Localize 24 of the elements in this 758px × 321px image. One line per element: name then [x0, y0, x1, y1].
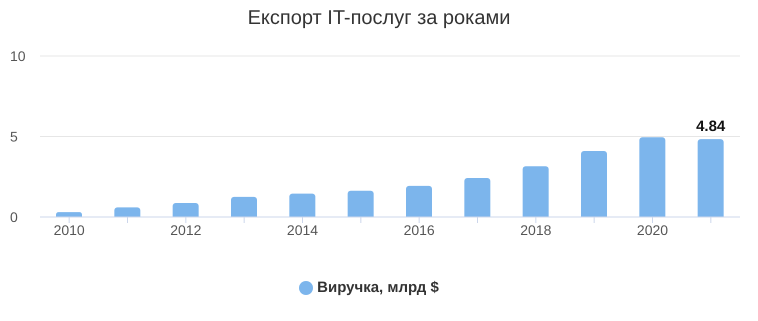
bar	[348, 190, 374, 217]
x-tick-label: 2016	[404, 222, 435, 238]
bar	[289, 194, 316, 217]
bar	[114, 207, 140, 217]
bar	[172, 202, 199, 217]
bar	[56, 212, 82, 217]
data-label: 4.84	[696, 118, 726, 136]
x-tick-label: 2018	[520, 222, 552, 238]
bar	[464, 178, 490, 217]
x-tick-label: 2012	[170, 222, 202, 238]
bar	[698, 139, 724, 217]
y-tick-label: 5	[10, 128, 18, 144]
x-tick-label: 2010	[54, 222, 85, 238]
bar	[406, 186, 432, 217]
x-tick-label: 2020	[636, 222, 668, 238]
legend-label: Виручка, млрд $	[317, 279, 439, 296]
bar	[639, 137, 666, 217]
bar	[581, 150, 607, 217]
chart-title: Експорт IT-послуг за роками	[246, 7, 512, 31]
y-tick-label: 0	[10, 208, 18, 225]
bar	[231, 196, 257, 217]
x-tick-label: 2014	[286, 222, 318, 238]
y-tick-label: 10	[10, 48, 26, 64]
bar	[522, 166, 549, 217]
